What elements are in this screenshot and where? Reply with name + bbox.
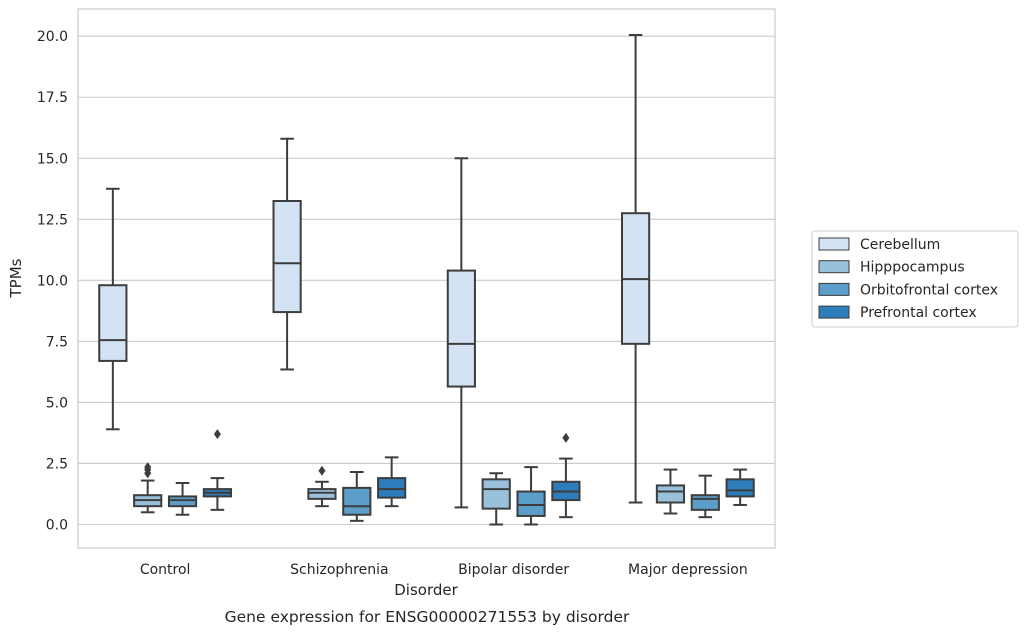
x-tick-label: Bipolar disorder bbox=[458, 562, 569, 578]
box-iqr bbox=[307, 488, 337, 500]
legend-swatch bbox=[818, 305, 850, 319]
outlier-point bbox=[562, 432, 570, 443]
box-cerebellum bbox=[272, 137, 302, 371]
legend-label: Prefrontal cortex bbox=[860, 305, 977, 321]
box-iqr bbox=[446, 269, 476, 388]
y-tick-label: 2.5 bbox=[46, 456, 68, 472]
y-tick-label: 12.5 bbox=[37, 212, 68, 228]
box-prefrontal-cortex bbox=[377, 456, 407, 508]
box-cerebellum bbox=[621, 33, 651, 504]
legend-swatch bbox=[818, 260, 850, 274]
box-iqr bbox=[377, 477, 407, 499]
legend-label: Hipppocampus bbox=[860, 260, 965, 276]
y-axis-ticks: 0.0 2.5 5.0 7.5 10.0 12.5 15.0 17.5 20.0 bbox=[37, 29, 68, 533]
legend-swatch bbox=[818, 237, 850, 251]
outlier-point bbox=[213, 429, 221, 440]
y-tick-label: 15.0 bbox=[37, 151, 68, 167]
box-iqr bbox=[98, 284, 128, 362]
box-hipppocampus bbox=[481, 472, 511, 526]
y-tick-label: 10.0 bbox=[37, 273, 68, 289]
y-tick-label: 20.0 bbox=[37, 29, 68, 45]
box-iqr bbox=[516, 490, 546, 517]
legend: Cerebellum Hipppocampus Orbitofrontal cort… bbox=[811, 230, 1019, 328]
box-cerebellum bbox=[98, 187, 128, 431]
box-iqr bbox=[272, 200, 302, 314]
legend-frame bbox=[811, 230, 1019, 328]
y-tick-label: 0.0 bbox=[46, 518, 68, 534]
legend-items: Cerebellum Hipppocampus Orbitofrontal cort… bbox=[818, 237, 998, 321]
box-iqr bbox=[690, 494, 720, 511]
box-orbitofrontal-cortex bbox=[516, 466, 546, 526]
legend-label: Orbitofrontal cortex bbox=[860, 282, 998, 298]
x-tick-label: Schizophrenia bbox=[290, 562, 388, 578]
box-orbitofrontal-cortex bbox=[342, 471, 372, 522]
box-prefrontal-cortex bbox=[551, 432, 581, 519]
y-axis-label: TPMs bbox=[7, 258, 25, 298]
x-axis-ticks: Control Schizophrenia Bipolar disorder Majo… bbox=[140, 562, 748, 578]
box-cerebellum bbox=[446, 157, 476, 509]
x-tick-label: Major depression bbox=[628, 562, 748, 578]
box-orbitofrontal-cortex bbox=[690, 474, 720, 519]
grid-lines bbox=[78, 35, 775, 526]
x-axis-label: Disorder bbox=[394, 581, 458, 599]
legend-swatch bbox=[818, 282, 850, 296]
legend-label: Cerebellum bbox=[860, 237, 940, 253]
plot-frame bbox=[77, 8, 776, 549]
chart-title: Gene expression for ENSG00000271553 by d… bbox=[225, 608, 630, 626]
box-prefrontal-cortex bbox=[725, 468, 755, 506]
box-orbitofrontal-cortex bbox=[167, 481, 198, 516]
box-iqr bbox=[655, 484, 686, 504]
x-tick-label: Control bbox=[140, 562, 191, 578]
box-iqr bbox=[725, 478, 755, 498]
box-prefrontal-cortex bbox=[202, 429, 232, 511]
box-iqr bbox=[167, 495, 198, 508]
outlier-point bbox=[144, 462, 152, 473]
box-iqr bbox=[342, 486, 372, 516]
y-tick-label: 5.0 bbox=[46, 395, 68, 411]
outlier-point bbox=[318, 465, 326, 476]
box-hipppocampus bbox=[655, 468, 686, 515]
y-tick-label: 17.5 bbox=[37, 90, 68, 106]
box-series bbox=[98, 33, 755, 526]
y-tick-label: 7.5 bbox=[46, 334, 68, 350]
box-hipppocampus bbox=[307, 465, 337, 508]
box-iqr bbox=[481, 478, 511, 510]
box-hipppocampus bbox=[133, 462, 163, 514]
